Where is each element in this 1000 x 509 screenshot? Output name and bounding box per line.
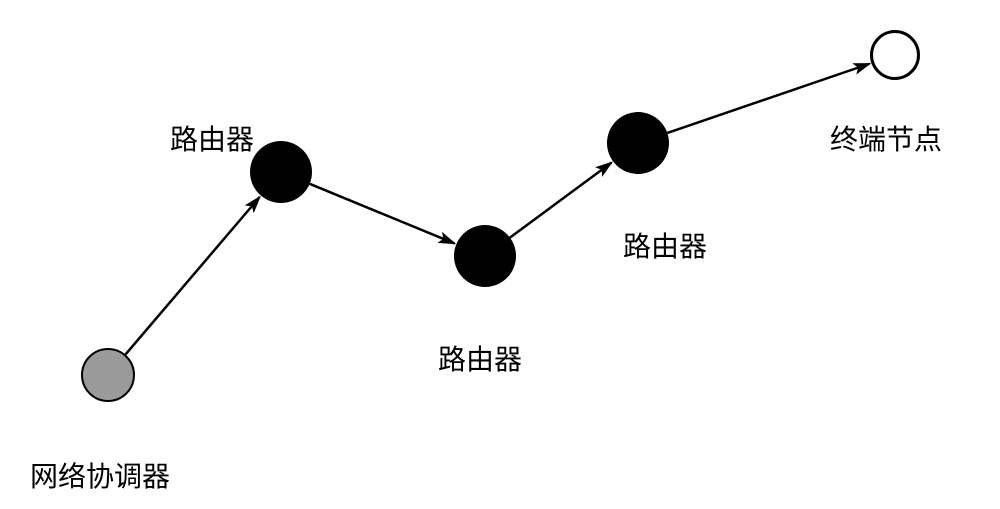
node-terminal xyxy=(870,30,920,80)
edge-coord-r1 xyxy=(126,197,260,354)
node-router-1-label: 路由器 xyxy=(170,118,254,158)
diagram-canvas: 网络协调器路由器路由器路由器终端节点 xyxy=(0,0,1000,509)
node-network-coordinator-label: 网络协调器 xyxy=(30,455,170,495)
node-router-3 xyxy=(607,112,669,174)
edge-r1-r2 xyxy=(310,184,455,244)
node-terminal-label: 终端节点 xyxy=(830,118,942,158)
node-router-1 xyxy=(250,141,312,203)
node-router-2-label: 路由器 xyxy=(438,338,522,378)
node-router-3-label: 路由器 xyxy=(623,225,707,265)
node-router-2 xyxy=(454,225,516,287)
edge-r2-r3 xyxy=(510,163,612,238)
node-network-coordinator xyxy=(81,348,135,402)
